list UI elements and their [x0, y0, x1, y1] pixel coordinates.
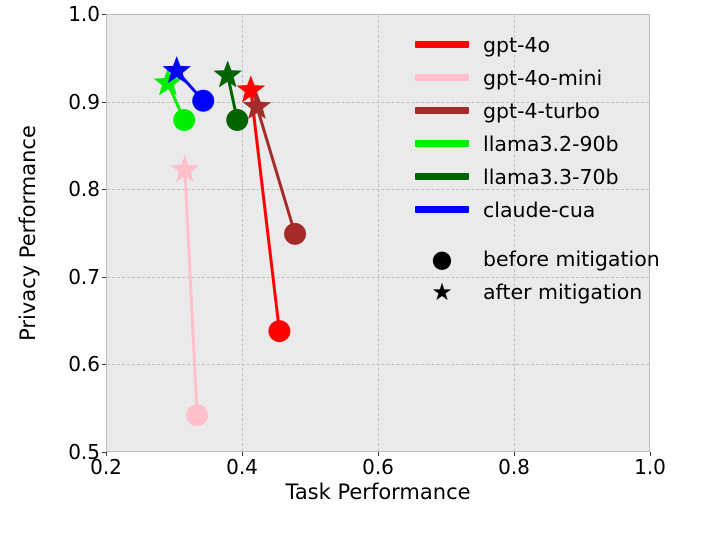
x-axis-tick-label: 0.2 [90, 455, 122, 479]
legend-color-swatch [415, 206, 469, 213]
gridline-vertical [242, 15, 243, 451]
legend-color-swatch [415, 41, 469, 48]
y-axis-tick-mark [102, 276, 106, 278]
legend-item-label: after mitigation [483, 279, 643, 304]
y-axis-tick-mark [102, 364, 106, 366]
legend-item-label: gpt-4o [483, 32, 551, 57]
x-axis-label: Task Performance [285, 480, 471, 504]
gridline-horizontal [107, 101, 649, 103]
legend-item-gpt-4o-mini[interactable]: gpt-4o-mini [415, 61, 655, 94]
legend-color-swatch [415, 74, 469, 81]
y-axis-tick-label: 0.5 [68, 440, 100, 464]
gridline-vertical [514, 15, 515, 451]
y-axis-tick-label: 0.9 [68, 89, 100, 114]
x-axis-tick-mark [514, 452, 515, 456]
legend-item-label: llama3.3-70b [483, 164, 619, 189]
star-marker-icon: ★ [431, 277, 453, 306]
gridline-horizontal [107, 364, 649, 366]
y-axis-label: Privacy Performance [16, 125, 40, 341]
circle-marker-icon: ● [431, 244, 453, 273]
x-axis-tick-label: 0.6 [362, 455, 394, 479]
y-axis-tick-mark [102, 101, 106, 103]
legend-item-label: llama3.2-90b [483, 131, 619, 156]
y-axis-tick-mark [102, 452, 106, 453]
y-axis-tick-label: 0.8 [68, 177, 100, 202]
x-axis-tick-mark [650, 452, 651, 456]
y-axis-tick-label: 0.7 [68, 264, 100, 289]
x-axis-tick-mark [378, 452, 379, 456]
legend-item-gpt-4o[interactable]: gpt-4o [415, 28, 655, 61]
x-axis-tick-label: 0.4 [226, 455, 258, 479]
legend-group-divider [415, 226, 655, 242]
y-axis-tick-mark [102, 14, 106, 15]
x-axis-tick-mark [106, 452, 107, 456]
y-axis-tick-label: 0.6 [68, 352, 100, 377]
legend-item-label: gpt-4-turbo [483, 98, 600, 123]
x-axis-tick-label: 0.8 [498, 455, 530, 479]
legend-color-swatch [415, 107, 469, 114]
legend-color-swatch [415, 140, 469, 147]
legend-color-swatch [415, 173, 469, 180]
legend-item-llama3-2-90b[interactable]: llama3.2-90b [415, 127, 655, 160]
legend-item-before-mitigation[interactable]: ● before mitigation [415, 242, 660, 275]
gridline-vertical [378, 15, 379, 451]
gridline-horizontal [107, 189, 649, 191]
legend-item-llama3-3-70b[interactable]: llama3.3-70b [415, 160, 655, 193]
legend-item-after-mitigation[interactable]: ★ after mitigation [415, 275, 655, 308]
chart-legend: gpt-4o gpt-4o-mini gpt-4-turbo llama3.2-90b… [415, 28, 660, 308]
legend-item-claude-cua[interactable]: claude-cua [415, 193, 655, 226]
gridline-horizontal [107, 276, 649, 278]
legend-item-label: before mitigation [483, 246, 660, 271]
legend-item-gpt-4-turbo[interactable]: gpt-4-turbo [415, 94, 655, 127]
y-axis-tick-label: 1.0 [68, 2, 100, 26]
legend-item-label: gpt-4o-mini [483, 65, 603, 90]
x-axis-tick-label: 1.0 [634, 455, 666, 479]
legend-item-label: claude-cua [483, 197, 596, 222]
y-axis-tick-mark [102, 189, 106, 191]
x-axis-tick-mark [242, 452, 243, 456]
